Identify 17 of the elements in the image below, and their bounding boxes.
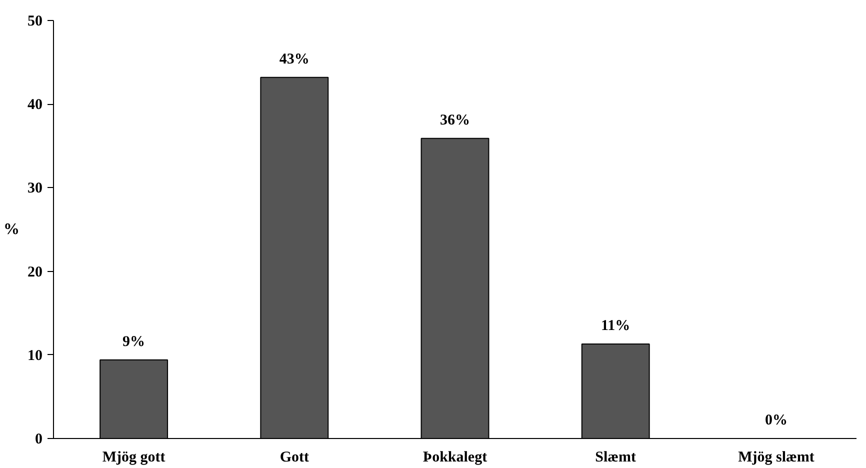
data-label: 0%: [764, 412, 788, 428]
x-tick-label: Slæmt: [595, 450, 636, 466]
x-tick-label: Mjög slæmt: [738, 450, 814, 466]
y-tick-label: 40: [28, 97, 42, 114]
data-label: 11%: [601, 318, 630, 334]
data-label: 36%: [440, 112, 470, 128]
y-axis-title: %: [4, 221, 20, 238]
y-tick-label: 10: [28, 348, 42, 364]
y-tick-label: 50: [28, 14, 42, 30]
x-tick-label: Gott: [280, 450, 309, 466]
y-tick-label: 0: [35, 432, 42, 448]
data-label: 43%: [279, 51, 310, 68]
y-tick-label: 20: [28, 264, 42, 280]
x-tick-label: Mjög gott: [102, 450, 166, 466]
x-tick-label: Þokkalegt: [422, 450, 488, 466]
data-label: 9%: [122, 334, 146, 350]
y-tick-label: 30: [28, 180, 42, 197]
